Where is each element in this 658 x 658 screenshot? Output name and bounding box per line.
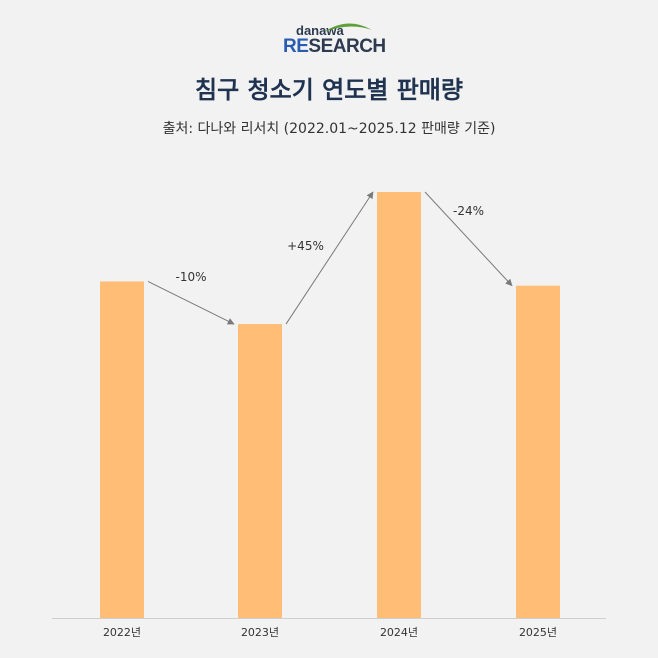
bar-1: [238, 324, 282, 618]
logo-re: RE: [283, 36, 309, 57]
chart-subtitle: 출처: 다나와 리서치 (2022.01~2025.12 판매량 기준): [162, 121, 496, 137]
change-arrow-0: [147, 281, 235, 325]
logo-danawa-text: danawa: [296, 23, 344, 38]
logo-research-text: RESEARCH: [283, 36, 386, 58]
chart-title: 침구 청소기 연도별 판매량: [195, 76, 463, 104]
logo-search: SEARCH: [308, 36, 386, 57]
x-tick-label-0: 2022년: [103, 626, 141, 639]
change-label-0: -10%: [175, 270, 206, 284]
bar-3: [516, 285, 560, 618]
bar-2: [377, 192, 421, 618]
danawa-research-logo: danawa RESEARCH: [0, 20, 658, 60]
bar-0: [100, 281, 144, 618]
x-tick-label-3: 2025년: [519, 626, 557, 639]
x-tick-label-1: 2023년: [241, 626, 279, 639]
logo-swoosh-icon: [324, 23, 372, 32]
change-label-1: +45%: [287, 239, 324, 253]
change-label-2: -24%: [453, 204, 484, 218]
change-arrow-1: [285, 191, 374, 325]
change-arrow-2: [424, 191, 513, 287]
x-tick-label-2: 2024년: [380, 626, 418, 639]
